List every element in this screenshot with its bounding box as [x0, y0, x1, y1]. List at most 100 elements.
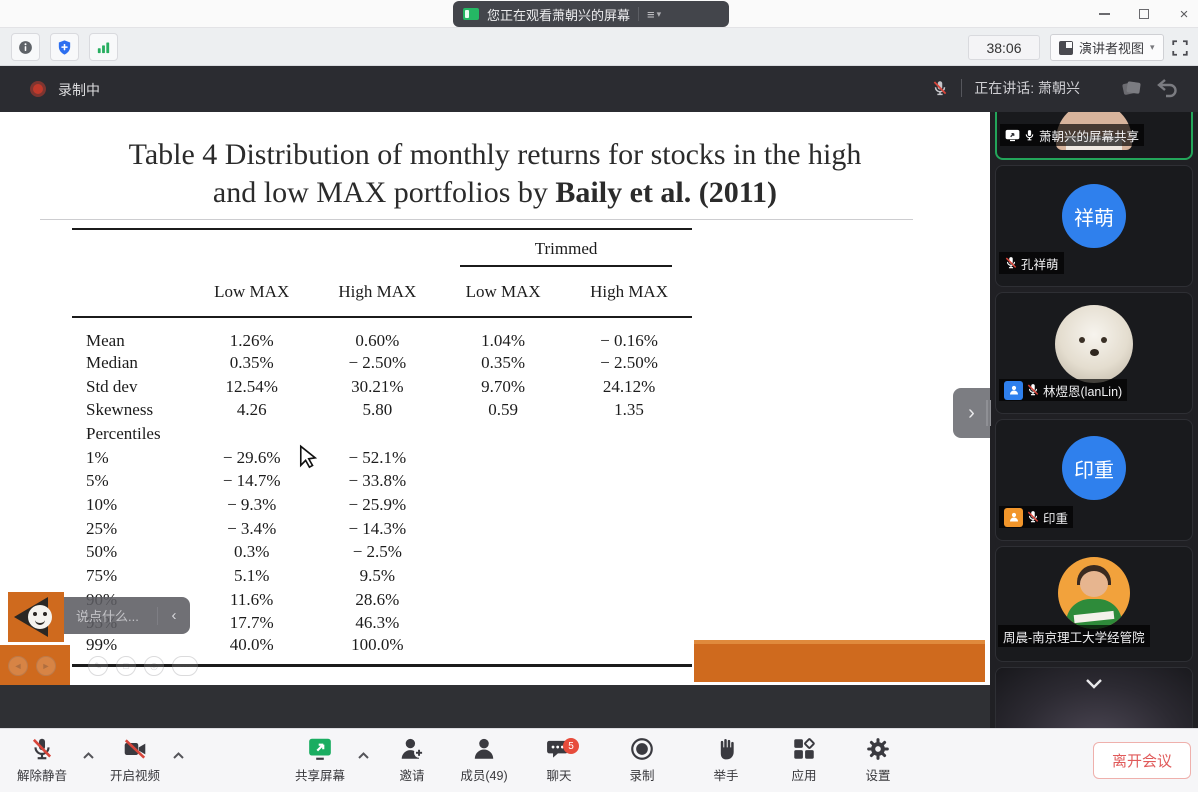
table-row: 99% 40.0% 100.0% — [72, 635, 692, 666]
emoji-reaction-button[interactable] — [8, 592, 64, 642]
scroll-down-chevron-icon[interactable] — [1084, 678, 1104, 690]
table-cell — [315, 422, 441, 446]
window-minimize-button[interactable] — [1090, 4, 1118, 24]
view-mode-selector[interactable]: 演讲者视图 ▾ — [1050, 34, 1164, 61]
avatar-photo — [1055, 305, 1133, 383]
network-quality-button[interactable] — [89, 33, 118, 61]
unmute-label: 解除静音 — [16, 769, 67, 783]
invite-button[interactable]: 邀请 — [376, 736, 448, 786]
table-cell: 4.26 — [236, 400, 267, 420]
chevron-up-icon — [358, 752, 369, 759]
chat-button[interactable]: 5 聊天 — [523, 736, 595, 786]
start-video-label: 开启视频 — [109, 769, 160, 783]
share-screen-label: 共享屏幕 — [294, 769, 345, 783]
table-cell: − 14.3% — [348, 518, 407, 538]
smiley-icon — [28, 605, 52, 629]
leave-meeting-button[interactable]: 离开会议 — [1093, 742, 1191, 779]
record-label: 录制 — [629, 769, 655, 783]
settings-label: 设置 — [865, 769, 891, 783]
avatar-initials: 印重 — [1074, 459, 1114, 482]
raise-hand-button[interactable]: 举手 — [690, 736, 762, 786]
shield-plus-icon — [58, 39, 71, 55]
table-cell: Std dev — [86, 376, 138, 396]
menu-icon: ≡ — [647, 6, 655, 22]
window-close-button[interactable]: × — [1179, 5, 1189, 23]
avatar-photo — [1058, 557, 1130, 629]
share-options-chevron[interactable] — [357, 747, 371, 759]
divider — [157, 606, 158, 625]
table-row: Percentiles — [72, 422, 692, 446]
sidebar-drag-handle[interactable] — [986, 400, 992, 426]
share-background — [0, 685, 990, 728]
unmute-button[interactable]: 解除静音 — [6, 736, 78, 786]
participant-name: 孔祥萌 — [1021, 257, 1059, 272]
audio-options-chevron[interactable] — [82, 747, 96, 759]
settings-button[interactable]: 设置 — [842, 736, 914, 786]
watching-share-banner[interactable]: 您正在观看萧朝兴的屏幕 ≡ ▾ — [453, 1, 729, 27]
members-label: 成员(49) — [460, 769, 508, 783]
table-cell: 25% — [86, 518, 118, 538]
table-cell: − 2.50% — [600, 352, 658, 372]
table-cell: − 2.50% — [348, 352, 407, 372]
meeting-info-button[interactable] — [11, 33, 40, 61]
table-cell — [440, 588, 566, 612]
table-cell: 0.60% — [355, 331, 400, 350]
start-video-button[interactable]: 开启视频 — [99, 736, 171, 786]
participant-tile[interactable]: 周晨-南京理工大学经管院 — [995, 546, 1193, 662]
participant-tile-partial[interactable] — [995, 667, 1193, 728]
apps-grid-icon — [794, 738, 815, 759]
table-cell — [566, 446, 692, 470]
undo-icon[interactable] — [1154, 76, 1180, 100]
share-screen-button[interactable]: 共享屏幕 — [284, 736, 356, 786]
members-button[interactable]: 成员(49) — [448, 736, 520, 786]
zoom-slide-button[interactable]: ◎ — [144, 656, 164, 676]
table-cell: 5.80 — [362, 400, 393, 420]
annotation-tools — [1118, 76, 1180, 100]
collapse-bubble-button[interactable]: ‹ — [171, 607, 177, 624]
table-row: Mean 1.26% 0.60% 1.04% − 0.16% — [72, 317, 692, 351]
table-cell: 30.21% — [351, 376, 404, 396]
table-cell — [566, 517, 692, 541]
prev-slide-button[interactable]: ◄ — [8, 656, 28, 676]
table-cell — [440, 612, 566, 636]
next-slide-button[interactable]: ► — [36, 656, 56, 676]
sidebar-collapse-tab[interactable]: › — [953, 388, 990, 438]
layout-view-icon — [1059, 40, 1073, 55]
fullscreen-button[interactable] — [1168, 36, 1192, 60]
participant-tile[interactable]: 印重 印重 — [995, 419, 1193, 541]
table-cell — [440, 635, 566, 666]
table-cell: Trimmed — [440, 229, 692, 267]
annotation-icon[interactable] — [1118, 76, 1144, 100]
recording-label: 录制中 — [58, 82, 100, 98]
slide-orange-band-right — [694, 640, 985, 682]
more-options-button[interactable]: ··· — [172, 656, 198, 676]
caption-input-placeholder[interactable]: 说点什么... — [76, 609, 139, 624]
apps-button[interactable]: 应用 — [768, 736, 840, 786]
camera-muted-icon — [124, 739, 146, 759]
info-icon — [19, 40, 32, 54]
banner-menu-button[interactable]: ≡ ▾ — [647, 7, 661, 22]
show-all-slides-button[interactable]: □ — [116, 656, 136, 676]
share-screen-icon — [309, 738, 331, 760]
record-button[interactable]: 录制 — [606, 736, 678, 786]
window-maximize-button[interactable] — [1130, 4, 1158, 24]
table-cell: 75% — [86, 566, 118, 586]
table-cell: 50% — [86, 542, 118, 562]
window-titlebar: 您正在观看萧朝兴的屏幕 ≡ ▾ × — [0, 0, 1198, 28]
app-toolbar: 38:06 演讲者视图 ▾ — [0, 28, 1198, 66]
mic-muted-icon — [32, 738, 52, 760]
participant-tile[interactable]: 祥萌 孔祥萌 — [995, 165, 1193, 287]
chevron-up-icon — [83, 752, 94, 759]
pen-tool-button[interactable]: ✎ — [88, 656, 108, 676]
participant-tile[interactable]: 林煜恩(lanLin) — [995, 292, 1193, 414]
security-button[interactable] — [50, 33, 79, 61]
video-options-chevron[interactable] — [172, 747, 186, 759]
table-cell — [566, 612, 692, 636]
speaking-label: 正在讲话: 萧朝兴 — [974, 80, 1080, 96]
chat-unread-badge: 5 — [563, 738, 579, 754]
main-area: 录制中 正在讲话: 萧朝兴 — [0, 66, 1198, 728]
table-cell: 0.59 — [488, 400, 518, 420]
spacer — [64, 656, 80, 676]
mic-muted-icon — [1027, 511, 1039, 523]
table-cell: 24.12% — [602, 376, 656, 396]
